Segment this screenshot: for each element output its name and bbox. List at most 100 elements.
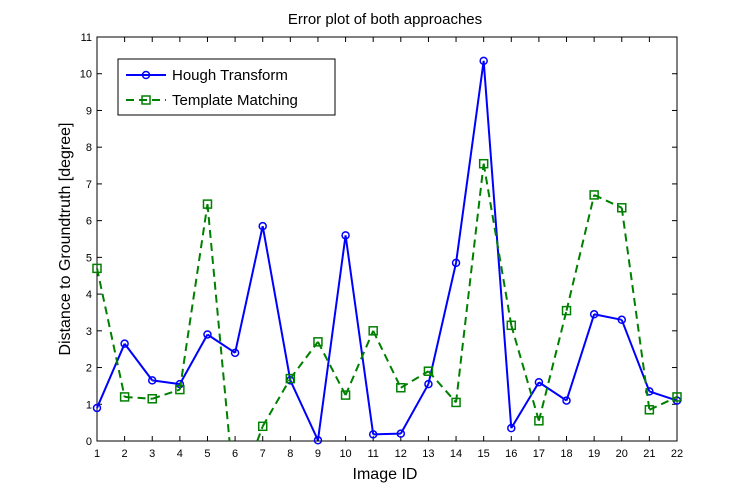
series-segment: [317, 341, 347, 396]
series-segment: [256, 425, 264, 442]
data-point: [451, 258, 461, 268]
x-tick-label: 18: [560, 448, 572, 460]
series-layer: [92, 56, 682, 445]
x-tick-label: 11: [367, 448, 378, 460]
series-segment: [261, 378, 292, 427]
series-segment: [206, 333, 236, 354]
y-axis-label: Distance to Groundtruth [degree]: [57, 122, 74, 355]
data-point: [562, 396, 571, 405]
data-point: [617, 315, 627, 325]
data-point: [589, 310, 599, 319]
x-tick-label: 6: [232, 448, 238, 460]
data-point: [424, 379, 433, 389]
legend: Hough Transform Template Matching: [117, 58, 336, 116]
chart-title: Error plot of both approaches: [288, 11, 482, 28]
x-tick-label: 14: [450, 448, 462, 460]
data-point: [507, 423, 516, 433]
x-tick-label: 5: [204, 448, 210, 460]
series-segment: [96, 268, 126, 398]
data-point: [340, 390, 351, 400]
data-point: [119, 392, 130, 402]
data-point: [285, 373, 296, 384]
series-segment: [427, 262, 458, 385]
series-segment: [565, 194, 596, 311]
data-point: [203, 330, 212, 339]
data-point: [257, 421, 268, 432]
series-segment: [455, 60, 485, 264]
data-point: [506, 320, 517, 331]
y-tick-label: 8: [86, 142, 92, 154]
data-point: [368, 326, 378, 336]
data-point: [451, 397, 461, 408]
series-segment: [178, 334, 209, 385]
y-tick-label: 3: [86, 326, 92, 338]
x-tick-label: 4: [177, 448, 183, 460]
legend-label-hough: Hough Transform: [172, 67, 288, 84]
data-point: [341, 231, 350, 240]
data-point: [313, 337, 323, 347]
series-segment: [261, 225, 292, 381]
x-tick-label: 2: [122, 448, 128, 460]
legend-label-template: Template Matching: [172, 92, 298, 109]
series-template: [92, 158, 682, 442]
legend-marker-hough: [141, 70, 151, 80]
data-point: [423, 366, 434, 376]
x-tick-label: 20: [616, 448, 628, 460]
data-point: [147, 376, 157, 385]
series-segment: [482, 163, 513, 326]
series-segment: [316, 235, 347, 441]
series-segment: [427, 370, 457, 404]
series-segment: [373, 432, 401, 436]
series-segment: [620, 207, 651, 410]
data-point: [534, 416, 544, 426]
y-tick-label: 0: [86, 436, 92, 448]
data-point: [313, 436, 323, 445]
y-tick-label: 4: [86, 289, 92, 301]
series-segment: [510, 325, 540, 422]
x-tick-label: 9: [315, 448, 321, 460]
series-segment: [206, 204, 231, 442]
data-point: [92, 263, 102, 274]
y-tick-label: 1: [86, 399, 92, 411]
y-tick-label: 9: [86, 105, 92, 117]
data-point: [230, 348, 240, 358]
series-segment: [152, 379, 180, 386]
y-tick-label: 5: [86, 252, 92, 264]
series-segment: [593, 313, 622, 321]
x-tick-label: 3: [149, 448, 155, 460]
data-point: [644, 405, 655, 415]
series-segment: [538, 381, 568, 402]
series-segment: [178, 203, 209, 390]
series-segment: [510, 381, 540, 429]
data-point: [672, 392, 682, 402]
x-tick-label: 15: [478, 448, 490, 460]
y-tick-label: 7: [86, 179, 92, 191]
x-tick-label: 13: [422, 448, 434, 460]
series-segment: [96, 343, 126, 409]
series-segment: [123, 343, 154, 382]
data-point: [202, 199, 213, 209]
x-tick-label: 10: [339, 448, 351, 460]
axis-ticks: 1 2 3 4 5 6 7 8 9 10 11 12 13 14 15 16 17 18 19 20 21 2201234…: [80, 32, 683, 460]
x-tick-label: 7: [260, 448, 266, 460]
data-point: [368, 430, 378, 439]
series-segment: [234, 225, 264, 354]
x-tick-label: 17: [533, 448, 545, 460]
data-point: [396, 429, 406, 438]
data-point: [120, 339, 129, 348]
data-point: [147, 394, 157, 404]
series-segment: [344, 235, 375, 435]
x-axis-label: Image ID: [353, 466, 418, 483]
data-point: [561, 305, 572, 316]
series-segment: [537, 310, 568, 422]
series-segment: [455, 163, 485, 403]
series-segment: [372, 330, 402, 389]
series-segment: [344, 330, 375, 396]
series-segment: [289, 379, 319, 441]
data-point: [617, 203, 627, 213]
data-point: [478, 158, 489, 169]
x-tick-label: 21: [643, 448, 655, 460]
y-tick-label: 11: [81, 32, 92, 44]
y-tick-label: 6: [86, 216, 92, 228]
